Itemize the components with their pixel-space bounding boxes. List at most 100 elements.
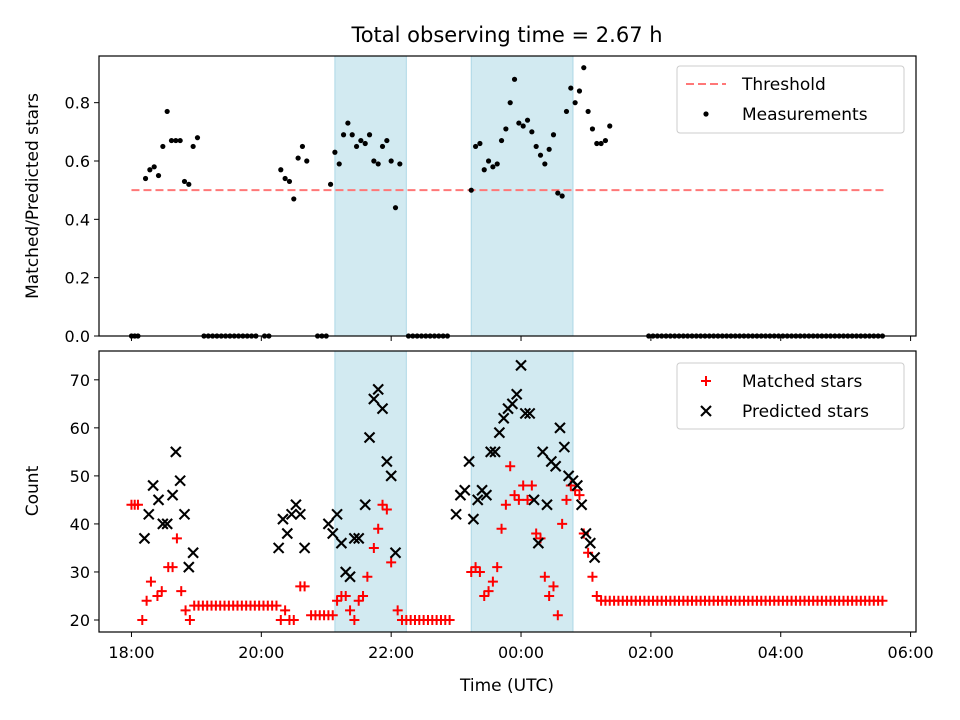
measurements-point-81 <box>520 123 526 129</box>
matched-stars-point-13 <box>180 605 191 616</box>
matched-stars-point-60 <box>392 605 403 616</box>
measurements-point-53 <box>375 161 381 167</box>
measurements-point-55 <box>384 137 390 144</box>
y-tick-label: 20 <box>70 611 90 630</box>
predicted-stars-point-3 <box>147 479 159 492</box>
measurements-point-36 <box>295 155 301 161</box>
matched-stars-point-98 <box>574 490 585 501</box>
measurements-point-48 <box>353 143 360 150</box>
y-tick-label: 50 <box>70 467 90 486</box>
legend-frame <box>676 65 905 134</box>
measurements-point-11 <box>173 137 179 144</box>
measurements-point-77 <box>503 126 509 132</box>
matched-stars-point-85 <box>518 480 529 491</box>
matched-stars-point-101 <box>587 571 598 582</box>
predicted-stars-point-15 <box>281 527 294 540</box>
y-tick-label: 60 <box>70 419 90 438</box>
measurements-point-73 <box>485 158 492 164</box>
x-tick-label: 06:00 <box>888 643 934 662</box>
measurements-point-80 <box>516 120 522 126</box>
measurements-point-101 <box>607 123 613 129</box>
measurements-point-83 <box>529 129 535 135</box>
matched-stars-point-6 <box>145 576 156 587</box>
legend-entry-threshold: Threshold <box>741 75 826 95</box>
measurements-point-97 <box>589 126 596 132</box>
legend-entry-measurements-swatch <box>703 111 709 117</box>
predicted-stars-point-44 <box>484 446 497 458</box>
measurements-point-74 <box>490 164 496 170</box>
x-tick-label: 04:00 <box>758 643 804 662</box>
x-axis-label: Time (UTC) <box>459 676 554 696</box>
y-tick-label: 0.0 <box>65 327 90 346</box>
matched-stars-point-46 <box>327 610 338 621</box>
matched-stars-point-86 <box>522 494 533 505</box>
matched-stars-point-53 <box>358 590 369 601</box>
x-tick-label: 00:00 <box>498 643 544 662</box>
matched-stars-point-93 <box>552 610 563 621</box>
measurements-point-84 <box>533 143 539 150</box>
measurements-point-44 <box>336 161 342 167</box>
y-tick-label: 0.4 <box>65 210 90 229</box>
matched-stars-point-40 <box>299 581 310 592</box>
measurements-point-37 <box>299 143 306 150</box>
predicted-stars-point-45 <box>489 446 501 458</box>
predicted-stars-point-64 <box>571 479 584 492</box>
predicted-stars-point-4 <box>152 494 165 506</box>
predicted-stars-point-19 <box>298 542 311 554</box>
measurements-point-88 <box>550 132 557 138</box>
measurements-point-52 <box>371 158 377 164</box>
predicted-stars-point-30 <box>368 393 380 405</box>
legend-frame <box>676 362 905 430</box>
predicted-stars-point-52 <box>519 407 532 420</box>
measurements-point-92 <box>568 85 574 91</box>
measurements-point-56 <box>388 158 394 164</box>
predicted-stars-point-49 <box>506 398 519 410</box>
y-tick-label: 0.2 <box>65 269 90 288</box>
predicted-stars-point-36 <box>450 508 462 521</box>
matched-stars-point-36 <box>280 605 291 616</box>
measurements-point-12 <box>177 137 183 144</box>
matched-stars-point-91 <box>544 590 555 601</box>
matched-stars-point-38 <box>288 614 299 625</box>
measurements-point-99 <box>598 140 604 147</box>
predicted-stars-point-68 <box>588 551 601 564</box>
predicted-stars-point-50 <box>510 388 523 400</box>
matched-stars-point-3 <box>132 499 143 510</box>
predicted-stars-point-25 <box>344 571 356 583</box>
measurements-point-47 <box>349 132 355 138</box>
predicted-stars-point-54 <box>528 494 540 506</box>
predicted-stars-point-33 <box>381 455 393 468</box>
legend-entry-predicted-stars: Predicted stars <box>742 402 869 422</box>
bottom-panel: 20 30 40 50 60 70 18:00 20:00 22:00 00:00 02:00 04:… <box>23 350 934 662</box>
predicted-stars-point-38 <box>459 484 471 497</box>
predicted-stars-point-16 <box>285 508 298 521</box>
predicted-stars-point-46 <box>493 426 506 439</box>
matched-stars-point-56 <box>373 523 384 534</box>
measurements-point-51 <box>366 132 373 138</box>
observing-window-1 <box>334 55 407 337</box>
matched-stars-point-75 <box>474 566 485 577</box>
predicted-stars-point-27 <box>352 532 365 545</box>
measurements-point-16 <box>194 135 201 141</box>
measurements-point-43 <box>332 149 338 155</box>
matched-stars-point-81 <box>500 499 511 510</box>
measurements-point-4 <box>142 175 149 182</box>
predicted-stars-point-35 <box>389 547 402 559</box>
measurements-point-8 <box>160 143 166 150</box>
matched-stars-point-10 <box>167 562 178 573</box>
measurements-point-54 <box>379 143 386 150</box>
predicted-stars-point-65 <box>575 498 588 511</box>
measurements-point-69 <box>468 187 474 193</box>
predicted-stars-point-12 <box>187 547 199 559</box>
measurements-point-5 <box>147 167 153 173</box>
legend-entry-matched-stars: Matched stars <box>742 372 862 392</box>
matched-stars-point-95 <box>561 494 572 505</box>
predicted-stars-point-55 <box>532 537 545 549</box>
predicted-stars-point-7 <box>166 489 179 501</box>
matched-stars-point-55 <box>368 542 379 553</box>
measurements-point-94 <box>576 88 583 94</box>
predicted-stars-point-26 <box>348 532 361 545</box>
predicted-stars-point-39 <box>463 455 475 468</box>
matched-stars-point-54 <box>362 571 373 582</box>
